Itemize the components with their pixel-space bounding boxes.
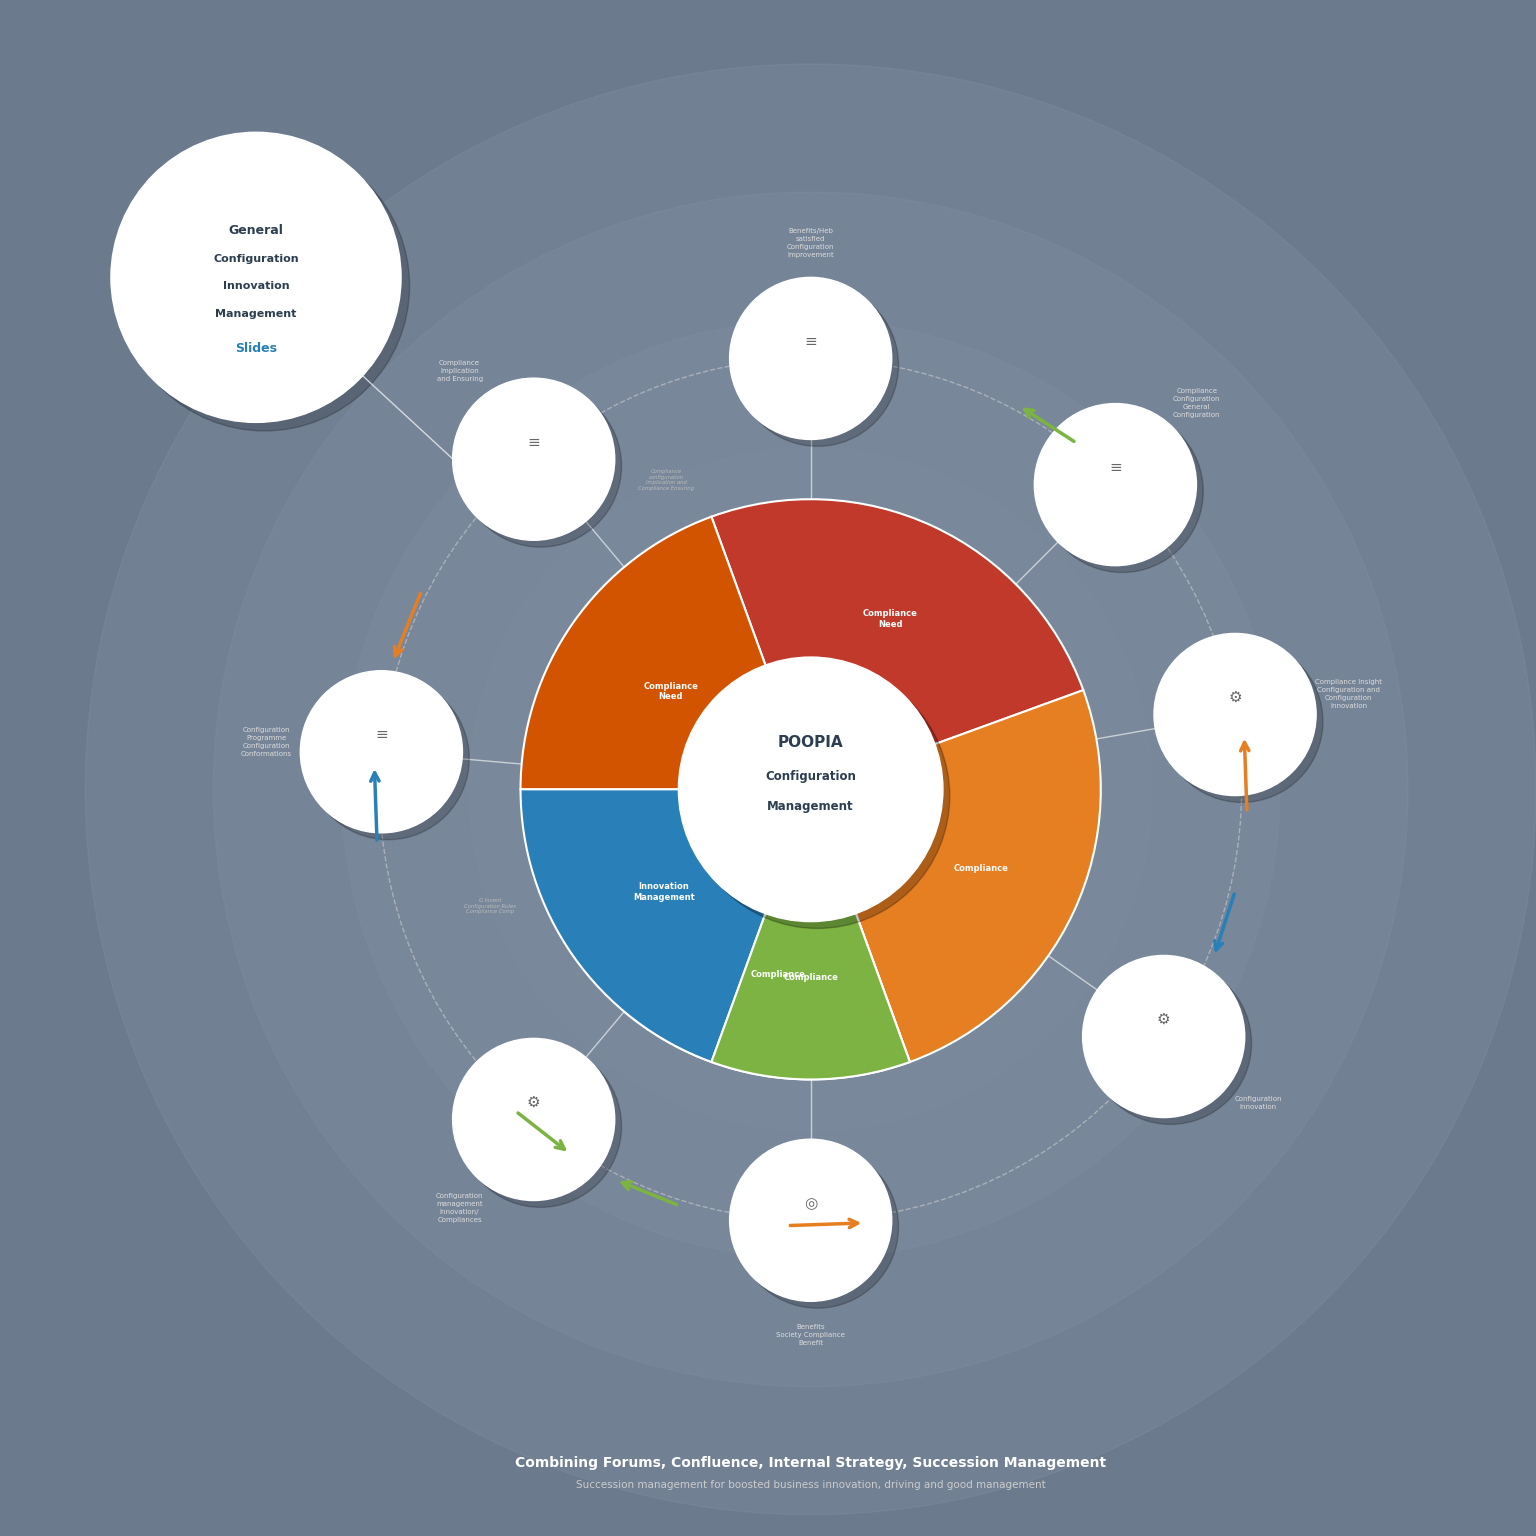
Wedge shape: [711, 499, 1083, 790]
Circle shape: [679, 657, 943, 922]
Circle shape: [685, 664, 949, 928]
Circle shape: [1161, 641, 1322, 802]
Text: ⚙: ⚙: [527, 1095, 541, 1111]
Text: Compliance
Implication
and Ensuring: Compliance Implication and Ensuring: [436, 359, 482, 382]
Text: Compliance
Need: Compliance Need: [644, 682, 699, 700]
Circle shape: [730, 1140, 892, 1301]
Text: ≡: ≡: [375, 727, 387, 742]
Wedge shape: [624, 790, 909, 1080]
Text: Compliance: Compliance: [783, 972, 839, 982]
Circle shape: [1157, 1029, 1172, 1044]
Text: Configuration: Configuration: [214, 253, 300, 264]
Text: Compliance
Configuration
General
Configuration: Compliance Configuration General Configu…: [1174, 389, 1221, 418]
Circle shape: [307, 677, 470, 840]
Text: Innovation: Innovation: [223, 281, 289, 290]
Circle shape: [214, 192, 1409, 1387]
Text: Slides: Slides: [235, 341, 276, 355]
Circle shape: [1089, 962, 1252, 1124]
Circle shape: [1154, 633, 1316, 796]
Circle shape: [803, 1212, 819, 1227]
Circle shape: [459, 386, 622, 547]
Circle shape: [453, 378, 614, 541]
Text: Compliance
configuration
Implication and
Compliance Ensuring: Compliance configuration Implication and…: [639, 468, 694, 492]
Text: ◎: ◎: [803, 1195, 817, 1210]
Wedge shape: [711, 790, 909, 1080]
Circle shape: [525, 1112, 541, 1127]
Circle shape: [1034, 404, 1197, 565]
Circle shape: [525, 452, 541, 467]
Circle shape: [736, 284, 899, 447]
Text: ⚙: ⚙: [1157, 1012, 1170, 1028]
Text: Succession management for boosted business innovation, driving and good manageme: Succession management for boosted busine…: [576, 1479, 1046, 1490]
Circle shape: [120, 141, 410, 432]
Text: ≡: ≡: [1109, 461, 1121, 475]
Text: POOPIA: POOPIA: [777, 734, 843, 750]
Wedge shape: [521, 790, 811, 1061]
Wedge shape: [811, 690, 1101, 1061]
Text: Configuration
Programme
Configuration
Conformations: Configuration Programme Configuration Co…: [241, 727, 292, 757]
Circle shape: [373, 743, 389, 759]
Text: Compliance: Compliance: [954, 865, 1008, 872]
Circle shape: [803, 350, 819, 366]
Circle shape: [1107, 478, 1123, 493]
Text: Management: Management: [768, 800, 854, 813]
Text: Management: Management: [215, 309, 296, 319]
Circle shape: [1227, 707, 1243, 722]
Circle shape: [111, 132, 401, 422]
Text: Configuration: Configuration: [765, 770, 856, 783]
Text: Innovation
Management: Innovation Management: [633, 882, 694, 902]
Text: Benefits/Heb
satisfied
Configuration
Improvement: Benefits/Heb satisfied Configuration Imp…: [786, 229, 834, 258]
Circle shape: [730, 278, 892, 439]
Text: Configuration
management
Innovation/
Compliances: Configuration management Innovation/ Com…: [436, 1192, 484, 1223]
Text: Compliance
Need: Compliance Need: [863, 610, 917, 628]
Circle shape: [1083, 955, 1244, 1118]
Text: ≡: ≡: [527, 435, 541, 450]
Circle shape: [86, 65, 1536, 1514]
Text: Benefits
Society Compliance
Benefit: Benefits Society Compliance Benefit: [776, 1324, 845, 1347]
Text: Compliance: Compliance: [751, 969, 805, 978]
Circle shape: [453, 1038, 614, 1201]
Circle shape: [459, 1044, 622, 1207]
Circle shape: [1041, 410, 1203, 573]
Text: ≡: ≡: [805, 333, 817, 349]
Wedge shape: [521, 516, 811, 790]
Text: Combining Forums, Confluence, Internal Strategy, Succession Management: Combining Forums, Confluence, Internal S…: [515, 1456, 1106, 1470]
Text: Configuration
Innovation: Configuration Innovation: [1235, 1095, 1281, 1109]
Text: ⚙: ⚙: [1229, 690, 1243, 705]
Text: General: General: [229, 224, 284, 237]
Text: G Invent
Configuration Rules
Compliance Comp: G Invent Configuration Rules Compliance …: [464, 897, 516, 914]
Circle shape: [301, 671, 462, 833]
Circle shape: [341, 319, 1279, 1258]
Text: Compliance Insight
Configuration and
Configuration
Innovation: Compliance Insight Configuration and Con…: [1315, 679, 1382, 710]
Circle shape: [736, 1146, 899, 1309]
